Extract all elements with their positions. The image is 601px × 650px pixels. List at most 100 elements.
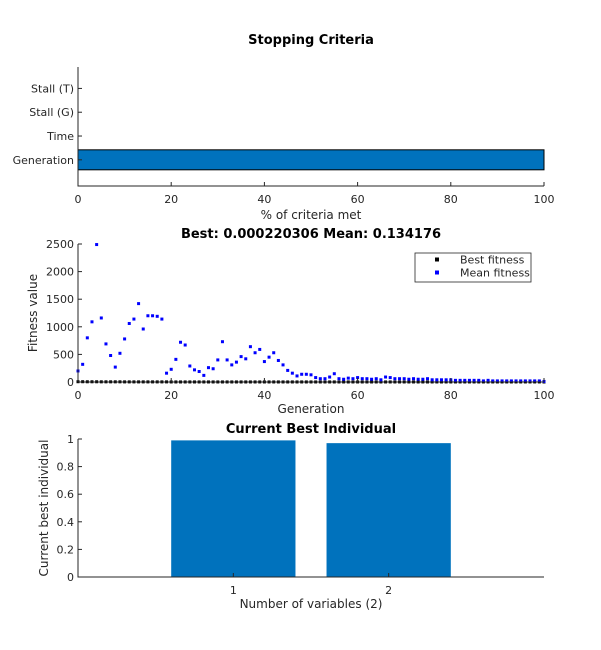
mean-fitness-point-36 [244, 357, 248, 361]
fitness-ytick-label-4: 2000 [46, 266, 74, 279]
mean-fitness-point-67 [388, 376, 392, 380]
mean-fitness-point-27 [202, 373, 206, 377]
mean-fitness-point-65 [379, 378, 383, 382]
variable-ytick-label-4: 0.8 [57, 461, 75, 474]
mean-fitness-point-40 [262, 360, 266, 364]
mean-fitness-point-64 [374, 377, 378, 381]
stopping-criteria-title: Stopping Criteria [248, 33, 374, 48]
fitness-xtick-label-5: 100 [534, 389, 555, 402]
mean-fitness-point-45 [286, 368, 290, 372]
criteria-xtick-label-0: 0 [75, 193, 82, 206]
mean-fitness-point-62 [365, 377, 369, 381]
variable-ytick-label-1: 0.2 [57, 543, 75, 556]
mean-fitness-point-90 [495, 379, 499, 383]
mean-fitness-point-56 [337, 377, 341, 381]
mean-fitness-point-55 [332, 372, 336, 376]
mean-fitness-point-71 [407, 377, 411, 381]
mean-fitness-point-20 [169, 367, 173, 371]
mean-fitness-point-84 [467, 378, 471, 382]
fitness-ylabel: Fitness value [26, 274, 40, 352]
legend-marker-mean [435, 270, 439, 275]
mean-fitness-point-22 [179, 340, 183, 344]
mean-fitness-point-25 [193, 368, 196, 372]
variable-bar-1 [171, 440, 296, 577]
mean-fitness-point-12 [132, 317, 136, 321]
mean-fitness-point-10 [123, 337, 127, 341]
legend-marker-best [435, 257, 439, 262]
criteria-xtick-label-5: 100 [534, 193, 555, 206]
mean-fitness-point-87 [481, 379, 485, 383]
mean-fitness-point-99 [537, 379, 541, 383]
mean-fitness-point-61 [360, 377, 364, 381]
mean-fitness-point-26 [197, 370, 201, 374]
criteria-xtick-label-2: 40 [257, 193, 271, 206]
fitness-ytick-label-1: 500 [53, 348, 74, 361]
mean-fitness-point-59 [351, 377, 355, 381]
mean-fitness-point-23 [183, 343, 187, 347]
mean-fitness-point-69 [398, 377, 402, 381]
mean-fitness-point-5 [99, 316, 103, 320]
mean-fitness-point-24 [188, 364, 192, 368]
mean-fitness-point-51 [314, 376, 318, 380]
fitness-xlabel: Generation [278, 402, 345, 416]
current-best-axes [77, 439, 544, 578]
mean-fitness-point-29 [211, 367, 215, 371]
mean-fitness-point-85 [472, 378, 476, 382]
mean-fitness-point-82 [458, 378, 462, 382]
mean-fitness-point-17 [155, 314, 159, 318]
fitness-xtick-label-3: 60 [351, 389, 365, 402]
mean-fitness-point-16 [151, 314, 155, 318]
mean-fitness-point-15 [146, 314, 150, 318]
mean-fitness-point-11 [127, 321, 131, 325]
mean-fitness-point-79 [444, 378, 448, 382]
current-best-xlabel: Number of variables (2) [240, 597, 383, 611]
mean-fitness-point-88 [486, 378, 490, 382]
mean-fitness-point-21 [174, 357, 178, 361]
mean-fitness-point-37 [248, 345, 252, 349]
mean-fitness-point-38 [253, 351, 257, 355]
mean-fitness-point-91 [500, 379, 504, 383]
mean-fitness-point-57 [342, 377, 346, 381]
fitness-ytick-label-5: 2500 [46, 238, 74, 251]
mean-fitness-point-33 [230, 363, 234, 367]
mean-fitness-point-28 [206, 366, 210, 370]
criteria-ytick-label-0: Stall (T) [31, 82, 74, 95]
mean-fitness-point-39 [258, 347, 262, 351]
mean-fitness-point-98 [533, 379, 537, 383]
fitness-ytick-label-0: 0 [67, 376, 74, 389]
mean-fitness-point-48 [300, 372, 304, 376]
mean-fitness-point-3 [90, 320, 94, 324]
criteria-xtick-label-1: 20 [164, 193, 178, 206]
fitness-legend: Best fitness Mean fitness [414, 252, 532, 283]
current-best-chart: Current Best Individual 1 2 0 0.2 0.4 0.6 0.8… [37, 422, 544, 611]
mean-fitness-point-6 [104, 342, 108, 346]
legend-label-best: Best fitness [460, 254, 525, 267]
mean-fitness-point-58 [346, 376, 350, 380]
mean-fitness-point-46 [290, 371, 294, 375]
fitness-chart: Best: 0.000220306 Mean: 0.134176 0 20 40 60… [26, 227, 555, 416]
variable-bar-2 [326, 443, 451, 577]
criteria-ytick-label-2: Time [46, 130, 74, 143]
mean-fitness-point-4 [95, 243, 99, 247]
variable-ytick-label-3: 0.6 [57, 488, 75, 501]
mean-fitness-point-94 [514, 379, 518, 383]
mean-fitness-point-77 [435, 378, 439, 382]
criteria-ytick-label-3: Generation [13, 154, 74, 167]
stopping-criteria-chart: Stopping Criteria 0 20 40 60 80 100 Stall (T)… [13, 33, 555, 222]
mean-fitness-point-73 [416, 377, 420, 381]
variable-ytick-label-5: 1 [67, 433, 74, 446]
mean-fitness-point-13 [137, 302, 141, 306]
variable-ytick-label-2: 0.4 [57, 516, 75, 529]
mean-fitness-point-31 [220, 340, 224, 344]
mean-fitness-point-49 [304, 372, 308, 376]
mean-fitness-point-83 [463, 378, 467, 382]
mean-fitness-point-76 [430, 378, 434, 382]
mean-fitness-point-89 [491, 379, 495, 383]
mean-fitness-point-52 [318, 377, 322, 381]
mean-fitness-point-93 [509, 379, 513, 383]
mean-fitness-point-70 [402, 377, 406, 381]
mean-fitness-point-19 [165, 371, 169, 375]
mean-fitness-point-18 [160, 317, 164, 321]
mean-fitness-point-47 [295, 374, 299, 378]
mean-fitness-point-60 [356, 376, 360, 380]
